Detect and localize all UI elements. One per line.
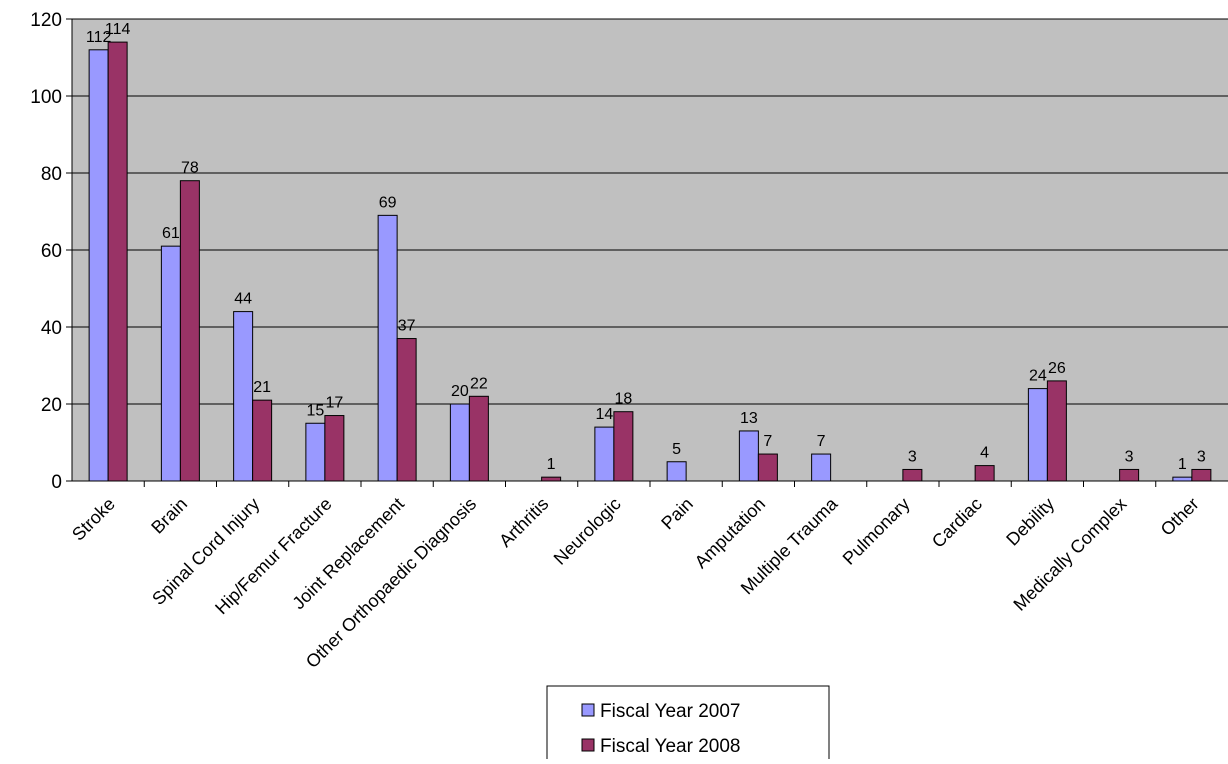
- bar-fy2008: [107, 41, 128, 482]
- x-category-label: Other: [1157, 494, 1203, 540]
- data-label: 26: [1048, 360, 1066, 377]
- x-category-label: Pulmonary: [839, 494, 914, 569]
- y-tick-label: 0: [51, 472, 62, 493]
- bar-fy2007: [233, 311, 254, 482]
- data-label: 4: [980, 445, 989, 462]
- data-label: 20: [451, 383, 469, 400]
- bar-fy2008: [179, 180, 200, 482]
- bar-fy2007: [449, 403, 470, 482]
- x-category-label: Arthritis: [495, 494, 552, 551]
- data-label: 37: [398, 318, 416, 335]
- data-label: 13: [740, 410, 758, 427]
- data-label: 7: [817, 433, 826, 450]
- x-category-label: Stroke: [68, 494, 119, 545]
- plot-area: 020406080100120112114Stroke6178Brain4421…: [30, 10, 1228, 672]
- bar-fy2007: [594, 426, 615, 482]
- x-category-label: Amputation: [691, 494, 770, 573]
- bar-fy2007: [738, 430, 759, 482]
- bar-fy2007: [88, 49, 109, 482]
- data-label: 61: [162, 225, 180, 242]
- x-category-label: Debility: [1002, 494, 1058, 550]
- data-label: 78: [181, 160, 199, 177]
- bar-fy2008: [468, 395, 489, 482]
- y-tick-label: 40: [41, 318, 62, 339]
- data-label: 24: [1029, 368, 1047, 385]
- bar-fy2008: [252, 399, 273, 482]
- data-label: 21: [253, 379, 271, 396]
- x-category-label: Pain: [657, 494, 697, 534]
- bar-fy2007: [160, 245, 181, 482]
- data-label: 17: [325, 395, 343, 412]
- y-tick-label: 100: [30, 87, 62, 108]
- x-category-label: Cardiac: [928, 494, 986, 552]
- bar-fy2007: [377, 214, 398, 482]
- bar-fy2007: [666, 461, 687, 482]
- legend-entry: Fiscal Year 2007: [600, 701, 741, 722]
- bar-fy2008: [396, 338, 417, 482]
- data-label: 1: [547, 456, 556, 473]
- y-tick-label: 60: [41, 241, 62, 262]
- bar-fy2008: [541, 476, 562, 482]
- data-label: 1: [1178, 456, 1187, 473]
- x-category-label: Neurologic: [550, 494, 625, 569]
- bar-fy2007: [1027, 388, 1048, 482]
- data-label: 7: [763, 433, 772, 450]
- bar-fy2008: [1046, 380, 1067, 482]
- y-tick-label: 120: [30, 10, 62, 31]
- legend-swatch: [581, 738, 595, 752]
- x-category-label: Brain: [147, 494, 191, 538]
- data-label: 18: [614, 391, 632, 408]
- data-label: 14: [595, 406, 613, 423]
- data-label: 114: [105, 21, 131, 38]
- y-tick-label: 80: [41, 164, 62, 185]
- data-label: 22: [470, 375, 488, 392]
- bar-fy2008: [613, 411, 634, 482]
- legend: Fiscal Year 2007 Fiscal Year 2008: [546, 685, 830, 764]
- bar-fy2007: [305, 422, 326, 482]
- bar-fy2008: [757, 453, 778, 482]
- data-label: 15: [306, 402, 324, 419]
- bar-fy2008: [902, 468, 923, 482]
- data-label: 3: [1197, 448, 1206, 465]
- bar-fy2007: [811, 453, 832, 482]
- legend-swatch: [581, 703, 595, 717]
- data-label: 5: [672, 441, 681, 458]
- y-tick-label: 20: [41, 395, 62, 416]
- data-label: 112: [86, 29, 112, 46]
- data-label: 3: [908, 448, 917, 465]
- bar-fy2007: [1172, 476, 1193, 482]
- data-label: 3: [1125, 448, 1134, 465]
- legend-entry: Fiscal Year 2008: [600, 736, 741, 757]
- bar-fy2008: [1119, 468, 1140, 482]
- bar-fy2008: [324, 415, 345, 482]
- bar-fy2008: [1191, 468, 1212, 482]
- data-label: 69: [379, 194, 397, 211]
- bar-fy2008: [974, 465, 995, 482]
- data-label: 44: [234, 291, 252, 308]
